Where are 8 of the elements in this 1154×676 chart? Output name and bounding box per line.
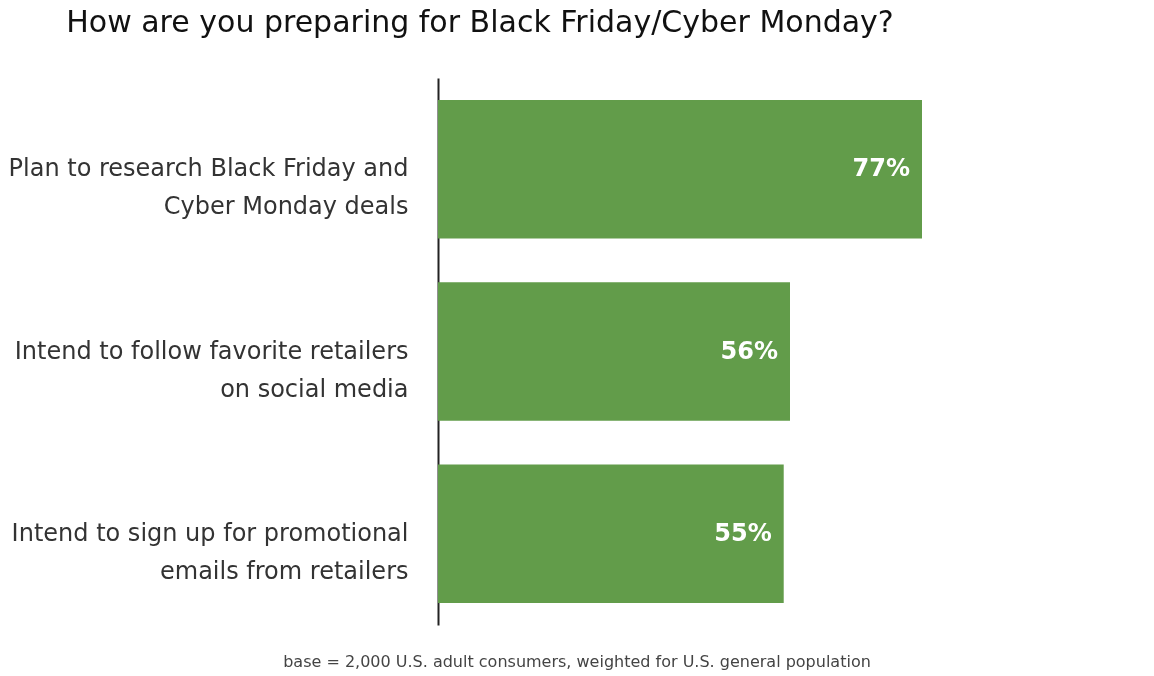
data-label: 77% bbox=[852, 154, 910, 183]
data-label: 55% bbox=[714, 518, 772, 547]
y-tick-label: Plan to research Black Friday and Cyber Monday deals bbox=[8, 154, 409, 221]
data-label: 56% bbox=[720, 336, 778, 365]
y-tick-label: Intend to sign up for promotional emails from retailers bbox=[11, 518, 409, 585]
text: base = 2,000 U.S. adult consumers, weighted for U.S. general population bbox=[282, 652, 872, 671]
chart-title: How are you preparing for Black Friday/Cyber Monday? bbox=[66, 4, 894, 39]
y-tick-label: Intend to follow favorite retailers on social media bbox=[14, 336, 409, 403]
